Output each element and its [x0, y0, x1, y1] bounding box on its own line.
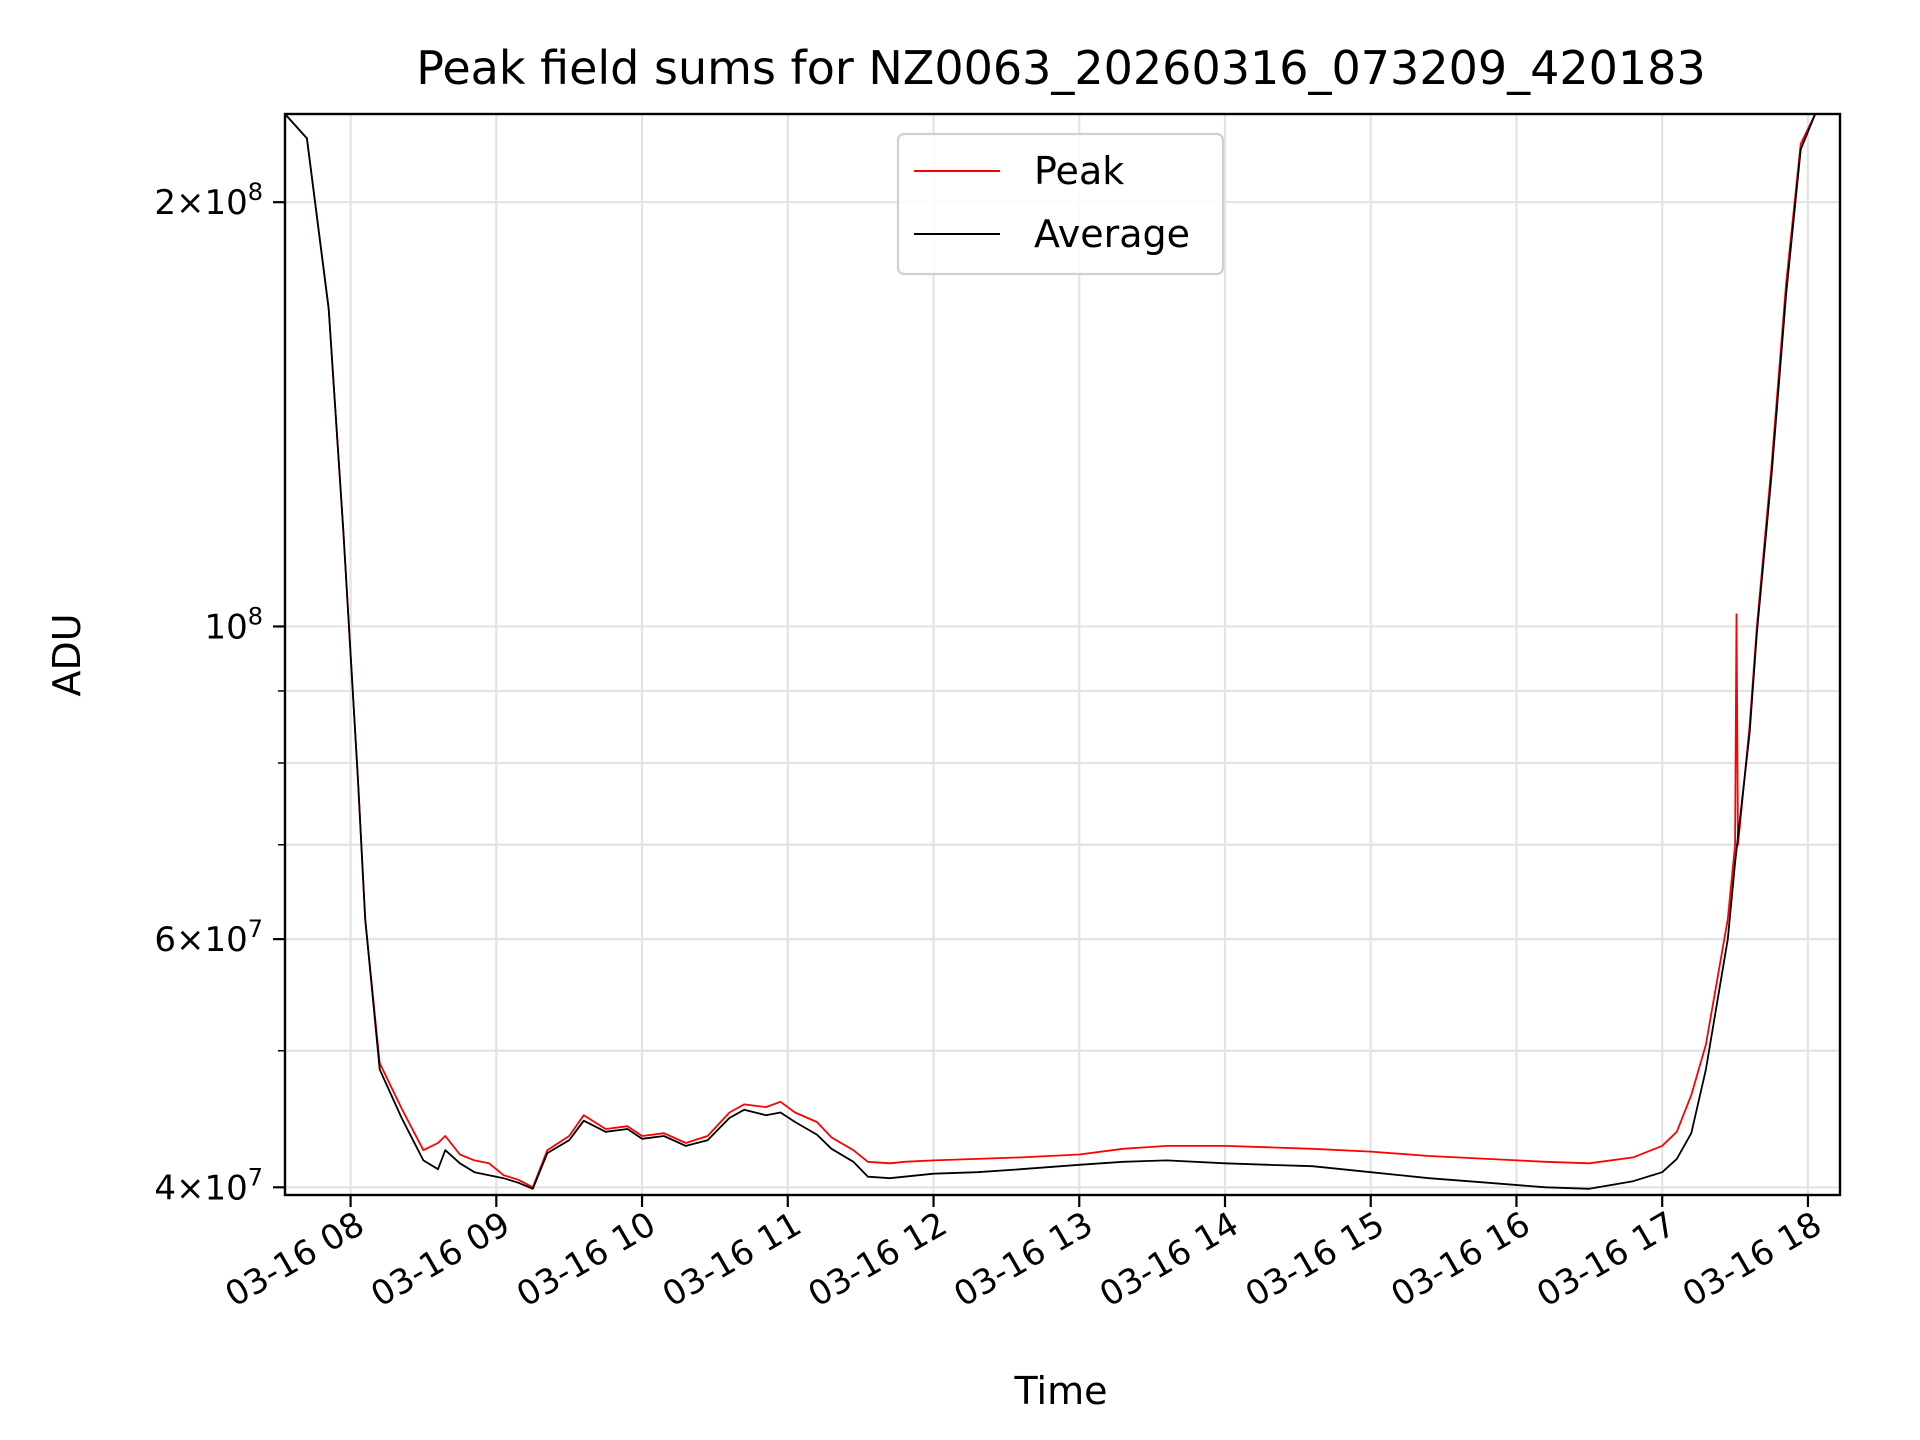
y-axis-label: ADU	[45, 613, 89, 696]
chart-title: Peak field sums for NZ0063_20260316_0732…	[416, 41, 1705, 95]
y-tick-exponent: 8	[248, 602, 263, 630]
series-layer	[285, 114, 1840, 1190]
y-tick-mantissa: 4	[154, 1168, 176, 1208]
y-tick-times-sign: ×	[176, 183, 205, 223]
y-tick-label: 4×107	[154, 1163, 263, 1208]
x-axis-label: Time	[1014, 1369, 1108, 1413]
y-tick-label: 6×107	[154, 915, 263, 960]
y-tick-base: 10	[204, 1168, 247, 1208]
series-line-average	[285, 114, 1840, 1190]
y-tick-mantissa: 6	[154, 920, 176, 960]
y-tick-base: 10	[204, 920, 247, 960]
y-tick-label: 2×108	[154, 178, 263, 223]
legend-box	[896, 132, 1225, 276]
legend-peak-label: Peak	[1034, 149, 1124, 193]
y-tick-label: 108	[204, 602, 263, 647]
chart-legend: Peak Average	[896, 132, 1225, 276]
y-tick-mantissa: 2	[154, 183, 176, 223]
y-tick-base: 10	[204, 183, 247, 223]
y-tick-exponent: 7	[248, 915, 263, 943]
y-tick-times-sign: ×	[176, 1168, 205, 1208]
legend-average-label: Average	[1034, 212, 1190, 256]
y-tick-times-sign: ×	[176, 920, 205, 960]
y-tick-exponent: 8	[248, 178, 263, 206]
y-tick-base: 10	[204, 607, 247, 647]
y-tick-exponent: 7	[248, 1163, 263, 1191]
series-line-peak	[285, 114, 1840, 1189]
plot-area-frame	[283, 112, 1842, 1197]
